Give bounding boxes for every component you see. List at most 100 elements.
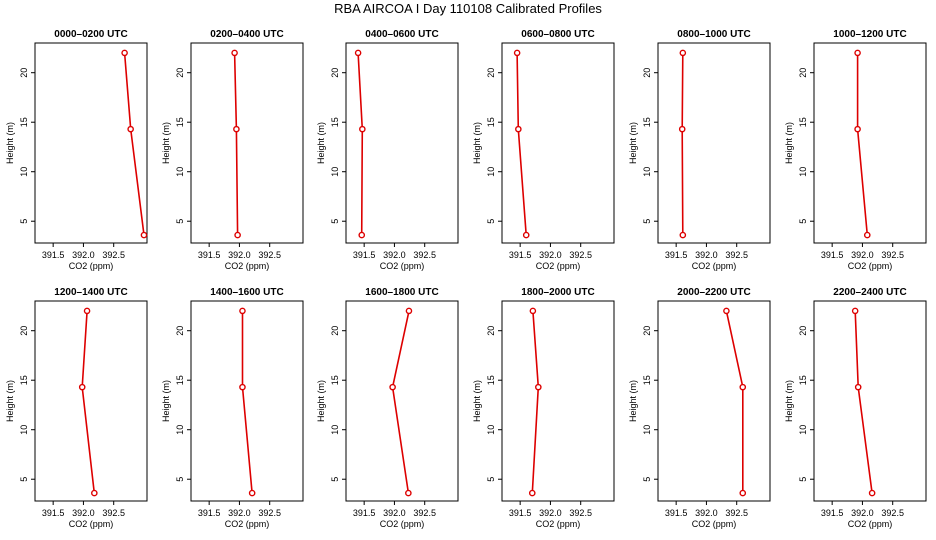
panel-title: 2200–2400 UTC: [833, 287, 906, 298]
profile-point: [868, 489, 876, 497]
y-tick-label: 15: [330, 375, 340, 385]
panel-title: 0400–0600 UTC: [365, 29, 438, 40]
panel-3: 0600–0800 UTC 391.5 392.0 392.5 5 10 15 20 CO2 (…: [472, 29, 615, 271]
y-tick-label: 15: [486, 117, 496, 127]
x-tick-label: 391.5: [198, 250, 221, 260]
profile-line: [233, 52, 239, 236]
panel-title: 1200–1400 UTC: [54, 287, 127, 298]
plot-frame: [501, 42, 615, 244]
x-axis-label: CO2 (ppm): [536, 261, 581, 271]
plot-frame: [190, 300, 304, 502]
y-tick-label: 10: [19, 425, 29, 435]
y-tick-label: 5: [19, 477, 29, 482]
plot-frame: [34, 300, 148, 502]
y-tick-label: 5: [486, 477, 496, 482]
y-axis-label: Height (m): [784, 380, 794, 422]
profile-line: [856, 52, 869, 236]
y-tick-label: 10: [798, 167, 808, 177]
y-tick-label: 15: [642, 375, 652, 385]
profile-line: [725, 310, 744, 494]
x-tick-label: 391.5: [665, 508, 688, 518]
plot-frame: [345, 42, 459, 244]
profile-point: [863, 231, 871, 239]
profile-point: [679, 231, 687, 239]
profile-line: [241, 310, 253, 494]
profile-point: [528, 489, 536, 497]
y-axis-label: Height (m): [5, 122, 15, 164]
y-tick-label: 10: [798, 425, 808, 435]
x-tick-label: 392.0: [72, 250, 95, 260]
x-tick-label: 391.5: [42, 508, 65, 518]
x-axis-label: CO2 (ppm): [380, 261, 425, 271]
y-tick-label: 15: [798, 375, 808, 385]
plot-frame: [813, 42, 927, 244]
x-tick-label: 392.0: [383, 250, 406, 260]
plot-frame: [345, 300, 459, 502]
profile-line: [854, 310, 873, 494]
x-tick-label: 391.5: [665, 250, 688, 260]
profile-point: [358, 231, 366, 239]
x-axis-label: CO2 (ppm): [69, 519, 114, 529]
profile-line: [531, 310, 540, 494]
y-tick-label: 20: [19, 326, 29, 336]
y-axis-label: Height (m): [316, 122, 326, 164]
plot-frame: [813, 300, 927, 502]
x-tick-label: 392.5: [102, 508, 125, 518]
profile-point: [231, 49, 238, 57]
x-tick-label: 392.5: [413, 250, 436, 260]
profile-point: [739, 489, 747, 497]
y-tick-label: 10: [642, 425, 652, 435]
y-tick-label: 20: [798, 68, 808, 78]
y-tick-label: 20: [175, 68, 185, 78]
y-tick-label: 10: [330, 167, 340, 177]
x-tick-label: 392.5: [881, 508, 904, 518]
x-tick-label: 391.5: [353, 250, 376, 260]
x-tick-label: 392.0: [228, 250, 251, 260]
x-tick-label: 392.0: [851, 250, 874, 260]
x-tick-label: 392.0: [539, 508, 562, 518]
x-axis-label: CO2 (ppm): [69, 261, 114, 271]
y-tick-label: 15: [642, 117, 652, 127]
profile-point: [140, 231, 148, 239]
x-axis-label: CO2 (ppm): [848, 519, 893, 529]
panel-10: 2000–2200 UTC 391.5 392.0 392.5 5 10 15 20 CO2 (…: [628, 287, 771, 529]
panel-title: 0800–1000 UTC: [677, 29, 750, 40]
y-tick-label: 15: [175, 117, 185, 127]
x-tick-label: 392.0: [72, 508, 95, 518]
y-tick-label: 15: [175, 375, 185, 385]
y-axis-label: Height (m): [628, 122, 638, 164]
profile-point: [248, 489, 256, 497]
panel-title: 1400–1600 UTC: [210, 287, 283, 298]
profile-line: [391, 310, 410, 494]
profile-point: [678, 125, 686, 133]
x-tick-label: 392.5: [569, 508, 592, 518]
x-axis-label: CO2 (ppm): [380, 519, 425, 529]
x-tick-label: 392.5: [413, 508, 436, 518]
plot-frame: [190, 42, 304, 244]
y-tick-label: 10: [486, 167, 496, 177]
x-axis-label: CO2 (ppm): [848, 261, 893, 271]
panel-8: 1600–1800 UTC 391.5 392.0 392.5 5 10 15 20 CO2 (…: [316, 287, 459, 529]
profile-point: [127, 125, 134, 133]
y-tick-label: 10: [19, 167, 29, 177]
y-tick-label: 5: [642, 477, 652, 482]
profile-point: [389, 383, 396, 391]
panel-title: 1600–1800 UTC: [365, 287, 438, 298]
x-tick-label: 392.5: [725, 508, 748, 518]
x-axis-label: CO2 (ppm): [692, 261, 737, 271]
profile-point: [851, 307, 859, 315]
panel-title: 1800–2000 UTC: [521, 287, 594, 298]
x-axis-label: CO2 (ppm): [692, 519, 737, 529]
x-tick-label: 391.5: [509, 508, 532, 518]
panel-4: 0800–1000 UTC 391.5 392.0 392.5 5 10 15 20 CO2 (…: [628, 29, 771, 271]
x-tick-label: 392.5: [258, 508, 281, 518]
profile-point: [239, 383, 246, 391]
y-tick-label: 20: [330, 68, 340, 78]
x-tick-label: 391.5: [42, 250, 65, 260]
y-axis-label: Height (m): [161, 122, 171, 164]
profile-point: [679, 49, 687, 57]
panel-11: 2200–2400 UTC 391.5 392.0 392.5 5 10 15 20 CO2 (…: [784, 287, 927, 529]
plot-frame: [501, 300, 615, 502]
x-tick-label: 392.5: [881, 250, 904, 260]
panel-0: 0000–0200 UTC 391.5 392.0 392.5 5 10 15 20 CO2 (…: [5, 29, 148, 271]
